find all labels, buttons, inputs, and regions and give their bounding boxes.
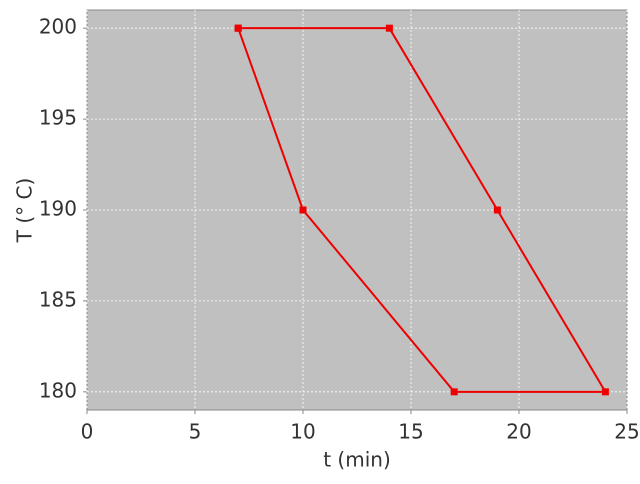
- data-point: [601, 388, 609, 396]
- data-point: [450, 388, 458, 396]
- y-axis-label: T (° C): [13, 178, 37, 244]
- data-point: [234, 24, 242, 32]
- y-tick-label: 200: [39, 15, 77, 39]
- y-tick-label: 195: [39, 106, 77, 130]
- data-point: [385, 24, 393, 32]
- y-tick-label: 180: [39, 378, 77, 402]
- data-point: [299, 206, 307, 214]
- y-tick-label: 185: [39, 287, 77, 311]
- x-tick-label: 25: [614, 420, 639, 444]
- x-tick-label: 0: [81, 420, 94, 444]
- x-tick-label: 20: [506, 420, 531, 444]
- y-tick-label: 190: [39, 197, 77, 221]
- data-point: [493, 206, 501, 214]
- x-tick-label: 10: [290, 420, 315, 444]
- x-tick-label: 5: [189, 420, 202, 444]
- x-axis-label: t (min): [323, 448, 391, 472]
- x-tick-label: 15: [398, 420, 423, 444]
